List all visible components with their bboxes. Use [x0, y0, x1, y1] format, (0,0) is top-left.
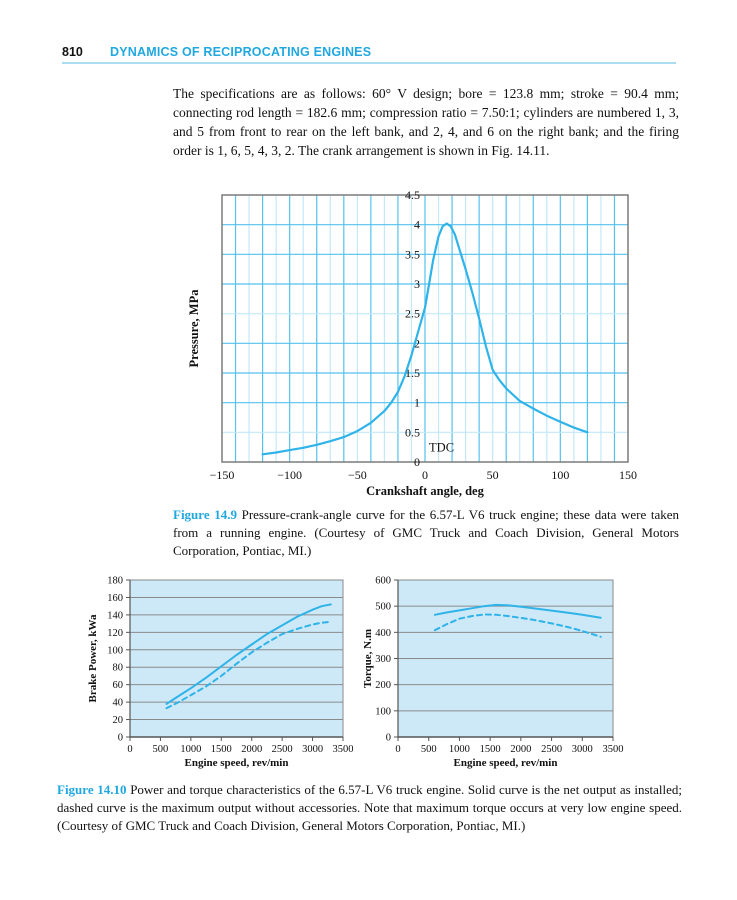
y-axis-title: Brake Power, kWa	[87, 614, 99, 702]
plot-background	[130, 580, 343, 737]
x-tick-label: 3500	[603, 744, 624, 755]
y-tick-label: 4	[414, 218, 420, 232]
y-axis-title: Torque, N.m	[362, 629, 374, 688]
x-tick-label: 2500	[541, 744, 562, 755]
torque-chart: 0 100 200 300 400 500 600 0 500 1000 1500 2000 2500 3…	[362, 576, 624, 770]
tdc-annotation: TDC	[429, 440, 454, 454]
x-tick-label: 1000	[449, 744, 470, 755]
x-tick-label: −50	[348, 468, 367, 482]
y-tick-label: 120	[107, 628, 123, 639]
x-tick-label: 2000	[510, 744, 531, 755]
y-tick-label: 100	[375, 706, 391, 717]
y-tick-label: 2	[414, 336, 420, 350]
max-output-no-accessories-curve	[165, 620, 332, 710]
x-axis-title: Crankshaft angle, deg	[366, 484, 484, 498]
y-axis-title: Pressure, MPa	[187, 289, 201, 368]
x-tick-label: 0	[127, 744, 132, 755]
pressure-curve	[261, 222, 589, 456]
y-tick-label: 1.5	[405, 366, 420, 380]
x-tick-label: −150	[210, 468, 235, 482]
y-tick-label: 400	[375, 628, 391, 639]
net-output-installed-curve	[165, 603, 332, 705]
x-tick-label: 1500	[480, 744, 501, 755]
x-tick-label: 100	[551, 468, 569, 482]
y-tick-label: 300	[375, 654, 391, 665]
x-axis-title: Engine speed, rev/min	[184, 757, 288, 769]
y-tick-label: 20	[113, 715, 124, 726]
y-tick-label: 500	[375, 602, 391, 613]
x-tick-label: 150	[619, 468, 637, 482]
max-output-no-accessories-curve	[433, 613, 602, 638]
figure-14-10-text: Power and torque characteristics of the …	[57, 782, 683, 834]
net-output-installed-curve	[433, 603, 602, 619]
figure-14-9-label: Figure 14.9	[173, 507, 237, 522]
specifications-paragraph: The specifications are as follows: 60° V…	[173, 86, 679, 159]
pressure-crank-angle-chart: 0 0.5 1 1.5 2 2.5 3 3.5 4 4.5 −150 −100 −50 0 50 100 150…	[187, 188, 637, 498]
figure-14-10-caption: Figure 14.10 Power and torque characteri…	[57, 781, 682, 836]
x-axis-title: Engine speed, rev/min	[453, 757, 557, 769]
y-tick-label: 3.5	[405, 247, 420, 261]
y-tick-label: 3	[414, 277, 420, 291]
x-tick-label: 500	[153, 744, 169, 755]
y-tick-label: 200	[375, 680, 391, 691]
x-tick-label: 3000	[572, 744, 593, 755]
header-rule	[62, 62, 676, 64]
figure-14-10-label: Figure 14.10	[57, 782, 127, 797]
y-tick-label: 2.5	[405, 307, 420, 321]
y-tick-label: 0	[414, 455, 420, 469]
y-tick-label: 1	[414, 396, 420, 410]
plot-frame	[221, 194, 629, 463]
x-tick-label: 0	[395, 744, 400, 755]
y-tick-label: 600	[375, 576, 391, 587]
x-tick-label: 3000	[302, 744, 323, 755]
y-tick-label: 0	[118, 733, 123, 744]
x-tick-label: −100	[277, 468, 302, 482]
x-tick-label: 2500	[272, 744, 293, 755]
x-tick-label: 1500	[211, 744, 232, 755]
chapter-title: DYNAMICS OF RECIPROCATING ENGINES	[110, 45, 372, 59]
page-number: 810	[62, 45, 83, 59]
x-tick-label: 0	[422, 468, 428, 482]
x-tick-label: 3500	[333, 744, 354, 755]
x-tick-label: 1000	[180, 744, 201, 755]
brake-power-chart: 0 20 40 60 80 100 120 140 160 180 0 500 1000 1500 2000…	[87, 576, 354, 770]
y-tick-label: 0.5	[405, 425, 420, 439]
y-tick-label: 180	[107, 576, 123, 587]
x-tick-label: 50	[487, 468, 499, 482]
y-tick-label: 100	[107, 645, 123, 656]
x-tick-label: 2000	[241, 744, 262, 755]
figure-14-9-text: Pressure-crank-angle curve for the 6.57-…	[173, 507, 680, 559]
x-tick-label: 500	[421, 744, 437, 755]
y-tick-label: 40	[113, 698, 124, 709]
y-tick-label: 160	[107, 593, 123, 604]
y-tick-label: 140	[107, 610, 123, 621]
y-tick-label: 60	[113, 680, 124, 691]
y-tick-label: 0	[386, 733, 391, 744]
figure-14-9-caption: Figure 14.9 Pressure-crank-angle curve f…	[173, 506, 679, 561]
y-tick-label: 4.5	[405, 188, 420, 202]
y-tick-label: 80	[113, 663, 124, 674]
